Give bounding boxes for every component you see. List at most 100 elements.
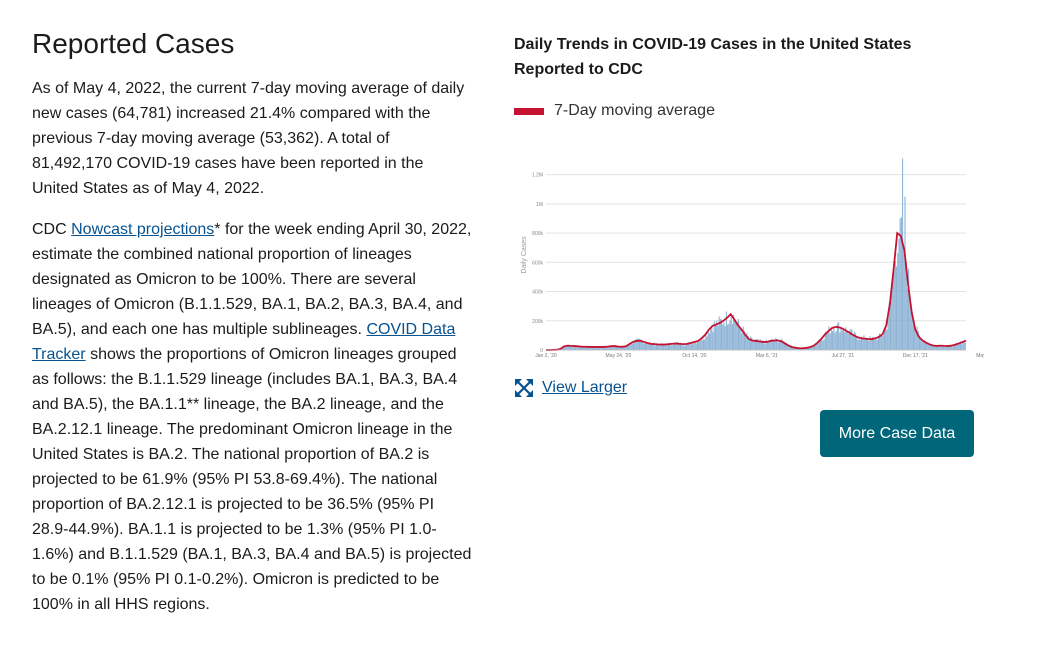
view-larger-control[interactable]: View Larger — [514, 378, 627, 398]
daily-case-bar — [933, 345, 935, 350]
daily-case-bar — [582, 346, 584, 350]
daily-case-bar — [614, 346, 616, 350]
daily-case-bar — [905, 262, 907, 350]
daily-case-bar — [772, 340, 774, 350]
daily-case-bar — [958, 343, 960, 350]
daily-case-bar — [861, 336, 863, 350]
daily-case-bar — [719, 319, 721, 350]
daily-case-bar — [628, 345, 630, 350]
x-tick-label: May 4, '22 — [976, 353, 984, 359]
daily-case-bar — [848, 330, 851, 350]
daily-case-bar — [857, 339, 859, 350]
legend-label: 7-Day moving average — [554, 102, 715, 119]
daily-case-bar — [747, 336, 749, 350]
daily-case-bar — [757, 338, 759, 350]
daily-case-bar — [573, 344, 575, 350]
daily-case-bar — [870, 338, 872, 350]
daily-case-bar — [611, 346, 613, 350]
daily-case-bar — [700, 337, 702, 350]
daily-case-bar — [572, 344, 574, 350]
daily-case-bar — [741, 333, 743, 350]
daily-case-bar — [693, 343, 695, 350]
daily-case-bar — [696, 341, 698, 350]
daily-case-bar — [908, 268, 910, 350]
daily-case-bar — [682, 345, 684, 350]
daily-case-bar — [900, 217, 902, 350]
x-tick-label: Jan 2, '20 — [535, 353, 557, 359]
daily-case-bar — [943, 346, 945, 350]
daily-case-bar — [810, 347, 812, 350]
daily-case-bar — [880, 334, 882, 350]
daily-case-bar — [762, 340, 764, 350]
daily-case-bar — [708, 333, 711, 350]
daily-case-bar — [765, 339, 767, 350]
daily-case-bar — [927, 344, 929, 350]
daily-case-bar — [858, 339, 860, 350]
daily-case-bar — [915, 330, 917, 350]
daily-case-bar — [698, 342, 700, 350]
daily-case-bar — [588, 347, 590, 350]
daily-case-bar — [953, 343, 956, 350]
daily-case-bar — [873, 337, 875, 350]
daily-case-bar — [776, 338, 778, 350]
daily-cases-chart[interactable]: 0 200k 400k 600k 800k 1M 1.2M Daily Cases Jan 2,… — [514, 150, 984, 372]
covid-data-tracker-link[interactable]: COVID Data Tracker — [32, 321, 456, 363]
chart-panel: Daily Trends in COVID-19 Cases in the Un… — [514, 32, 984, 457]
daily-case-bar — [657, 343, 659, 350]
daily-case-bar — [678, 344, 680, 350]
y-tick-label: 0 — [540, 348, 543, 354]
daily-case-bar — [804, 347, 806, 350]
daily-case-bar — [704, 339, 706, 350]
daily-case-bar — [660, 342, 662, 350]
daily-case-bar — [626, 345, 628, 350]
daily-case-bar — [667, 343, 669, 350]
daily-case-bar — [579, 346, 581, 350]
daily-case-bar — [622, 346, 624, 350]
daily-case-bar — [839, 332, 841, 350]
daily-case-bar — [912, 324, 914, 350]
daily-case-bar — [961, 344, 963, 350]
daily-case-bar — [874, 339, 876, 350]
daily-case-bar — [898, 238, 900, 350]
daily-case-bar — [845, 327, 847, 350]
view-larger-link[interactable]: View Larger — [542, 379, 628, 396]
daily-case-bar — [638, 338, 641, 350]
daily-case-bar — [875, 337, 877, 350]
daily-case-bar — [758, 340, 760, 350]
daily-case-bar — [648, 343, 650, 350]
daily-case-bar — [763, 342, 765, 350]
daily-case-bar — [822, 340, 824, 350]
daily-case-bar — [730, 317, 732, 350]
daily-case-bar — [924, 341, 927, 350]
more-case-data-button[interactable]: More Case Data — [820, 410, 974, 457]
daily-case-bar — [792, 346, 794, 350]
daily-case-bar — [778, 341, 781, 350]
daily-case-bar — [692, 344, 694, 350]
daily-case-bar — [756, 339, 758, 350]
daily-case-bar — [963, 340, 965, 350]
daily-case-bar — [781, 338, 783, 350]
daily-case-bar — [589, 346, 591, 350]
daily-case-bar — [562, 347, 564, 350]
daily-case-bar — [838, 322, 840, 350]
nowcast-projections-link[interactable]: Nowcast projections — [71, 221, 215, 238]
daily-case-bar — [780, 340, 782, 350]
daily-case-bar — [894, 261, 896, 350]
daily-case-bar — [774, 340, 776, 350]
daily-case-bar — [836, 323, 838, 350]
y-tick-label: 200k — [532, 319, 543, 325]
daily-case-bar — [893, 262, 895, 350]
daily-case-bar — [752, 340, 754, 350]
daily-case-bar — [929, 344, 931, 350]
daily-case-bar — [669, 342, 671, 350]
daily-case-bar — [766, 341, 768, 350]
daily-case-bar — [600, 346, 602, 350]
daily-case-bar — [945, 346, 947, 350]
daily-case-bar — [813, 346, 816, 350]
daily-case-bar — [784, 342, 787, 350]
daily-case-bar — [625, 346, 627, 350]
daily-case-bar — [597, 346, 599, 350]
daily-case-bar — [830, 329, 832, 350]
daily-case-bar — [735, 322, 737, 350]
daily-case-bar — [911, 316, 913, 350]
